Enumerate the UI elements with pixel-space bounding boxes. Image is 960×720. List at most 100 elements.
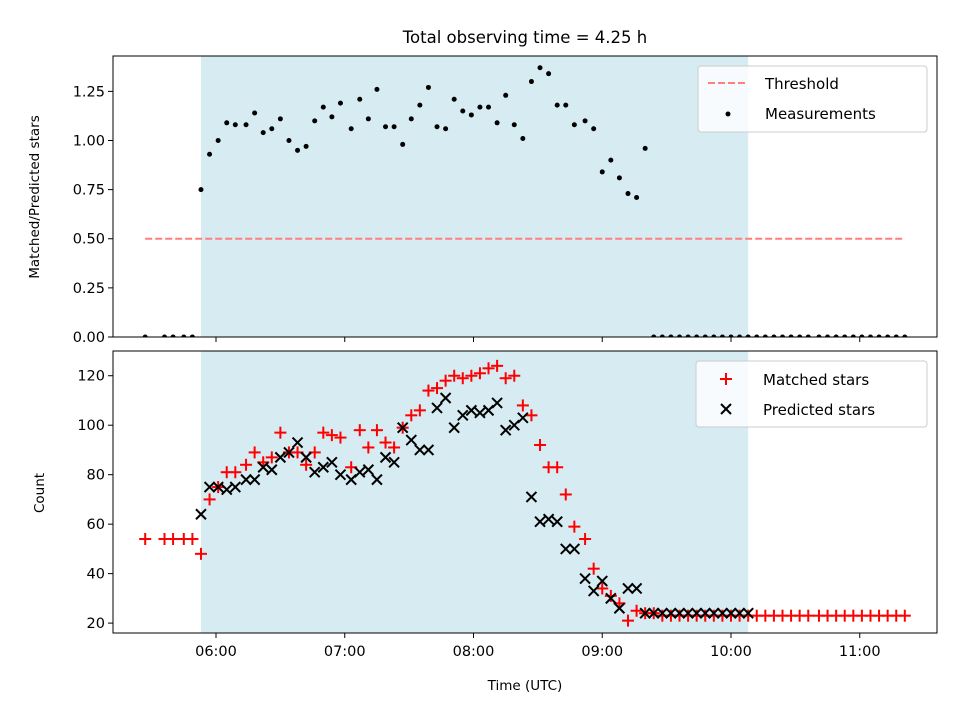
- measurement-point: [400, 141, 406, 147]
- legend-predicted-label: Predicted stars: [763, 401, 875, 419]
- predicted-point: [656, 607, 669, 619]
- matched-point: [559, 488, 572, 501]
- matched-point: [525, 409, 538, 422]
- measurement-point: [825, 334, 831, 337]
- x-tick-label: 07:00: [324, 644, 366, 660]
- measurement-point: [546, 71, 552, 77]
- ratio-legend: Threshold Measurements: [697, 65, 928, 133]
- matched-point: [551, 461, 564, 474]
- shade-rect: [200, 351, 749, 633]
- predicted-point: [405, 434, 417, 446]
- measurement-point: [719, 334, 725, 337]
- matched-point: [229, 466, 242, 479]
- legend-matched-label: Matched stars: [763, 371, 869, 389]
- matched-point: [388, 441, 401, 454]
- predicted-point: [240, 473, 252, 486]
- matched-point: [379, 436, 392, 449]
- matched-point: [568, 520, 581, 533]
- measurement-point: [417, 102, 423, 108]
- matched-point: [139, 533, 152, 545]
- matched-point: [325, 429, 338, 442]
- measurement-point: [668, 334, 674, 337]
- measurement-point: [902, 334, 908, 337]
- predicted-point: [622, 582, 634, 595]
- predicted-point: [448, 421, 460, 434]
- matched-point: [534, 439, 547, 451]
- matched-point: [334, 431, 347, 444]
- measurement-point: [520, 136, 526, 142]
- measurement-point: [162, 334, 167, 337]
- measurement-point: [142, 334, 148, 337]
- predicted-point: [354, 466, 366, 478]
- measurement-point: [374, 86, 380, 92]
- measurement-point: [788, 334, 794, 337]
- measurement-point: [816, 334, 822, 337]
- y-tick-label: 0.25: [73, 281, 105, 297]
- matched-point: [194, 547, 207, 560]
- predicted-point: [371, 473, 383, 486]
- count-x-label: Time (UTC): [487, 678, 563, 694]
- y-tick-label: 20: [87, 616, 105, 632]
- y-tick-label: 0.00: [73, 330, 105, 346]
- measurement-point: [685, 334, 691, 337]
- measurement-point: [277, 116, 283, 122]
- legend-predicted-swatch: [720, 403, 732, 415]
- measurement-point: [625, 191, 631, 197]
- measurement-point: [850, 334, 856, 337]
- matched-point: [630, 604, 643, 617]
- measurement-point: [867, 334, 873, 337]
- ratio-plot-frame: [112, 55, 938, 338]
- matched-point: [405, 409, 418, 422]
- measurement-point: [754, 334, 760, 337]
- matched-point: [508, 369, 521, 382]
- predicted-point: [317, 461, 329, 473]
- matched-point: [203, 493, 216, 506]
- measurement-point: [295, 147, 301, 153]
- matched-point: [482, 362, 495, 375]
- predicted-point: [379, 451, 392, 464]
- predicted-point: [534, 515, 546, 528]
- matched-point: [456, 372, 469, 385]
- measurement-point: [528, 79, 534, 85]
- matched-point: [300, 458, 313, 471]
- measurement-point: [408, 116, 414, 122]
- x-tick-label: 11:00: [839, 644, 881, 660]
- measurement-point: [833, 334, 839, 337]
- predicted-point: [388, 456, 400, 469]
- predicted-point: [283, 446, 295, 459]
- predicted-point: [639, 607, 651, 619]
- measurement-point: [320, 104, 326, 110]
- count-x-ticks: 06:00 07:00 08:00 09:00 10:00 11:00: [195, 633, 881, 660]
- predicted-point: [229, 481, 242, 493]
- y-tick-label: 100: [77, 418, 105, 434]
- x-tick-label: 08:00: [453, 644, 495, 660]
- measurement-point: [181, 334, 187, 337]
- matched-point: [274, 426, 287, 439]
- predicted-point: [596, 575, 608, 587]
- predicted-point: [431, 402, 443, 414]
- measurement-point: [207, 151, 213, 157]
- y-tick-label: 120: [77, 369, 105, 385]
- matched-point: [362, 441, 375, 454]
- measurement-point: [842, 334, 848, 337]
- y-tick-label: 60: [87, 517, 105, 533]
- measurement-point: [659, 334, 665, 337]
- measurement-point: [563, 102, 569, 108]
- count-y-label: Count: [32, 473, 48, 513]
- ratio-panel: Total observing time = 4.25 h 0.000.250.…: [27, 28, 938, 346]
- predicted-point: [212, 481, 224, 493]
- matched-point: [465, 369, 478, 382]
- measurement-point: [582, 118, 588, 124]
- predicted-point: [457, 409, 469, 422]
- x-tick-label: 09:00: [581, 644, 623, 660]
- predicted-point: [248, 473, 261, 486]
- predicted-point: [605, 592, 617, 605]
- predicted-point: [257, 461, 269, 473]
- predicted-point: [300, 451, 312, 464]
- ratio-y-label: Matched/Predicted stars: [27, 115, 43, 278]
- measurement-point: [348, 126, 354, 132]
- predicted-point: [195, 508, 207, 520]
- predicted-point: [326, 456, 338, 469]
- measurement-point: [477, 104, 483, 110]
- measurement-point: [329, 114, 335, 120]
